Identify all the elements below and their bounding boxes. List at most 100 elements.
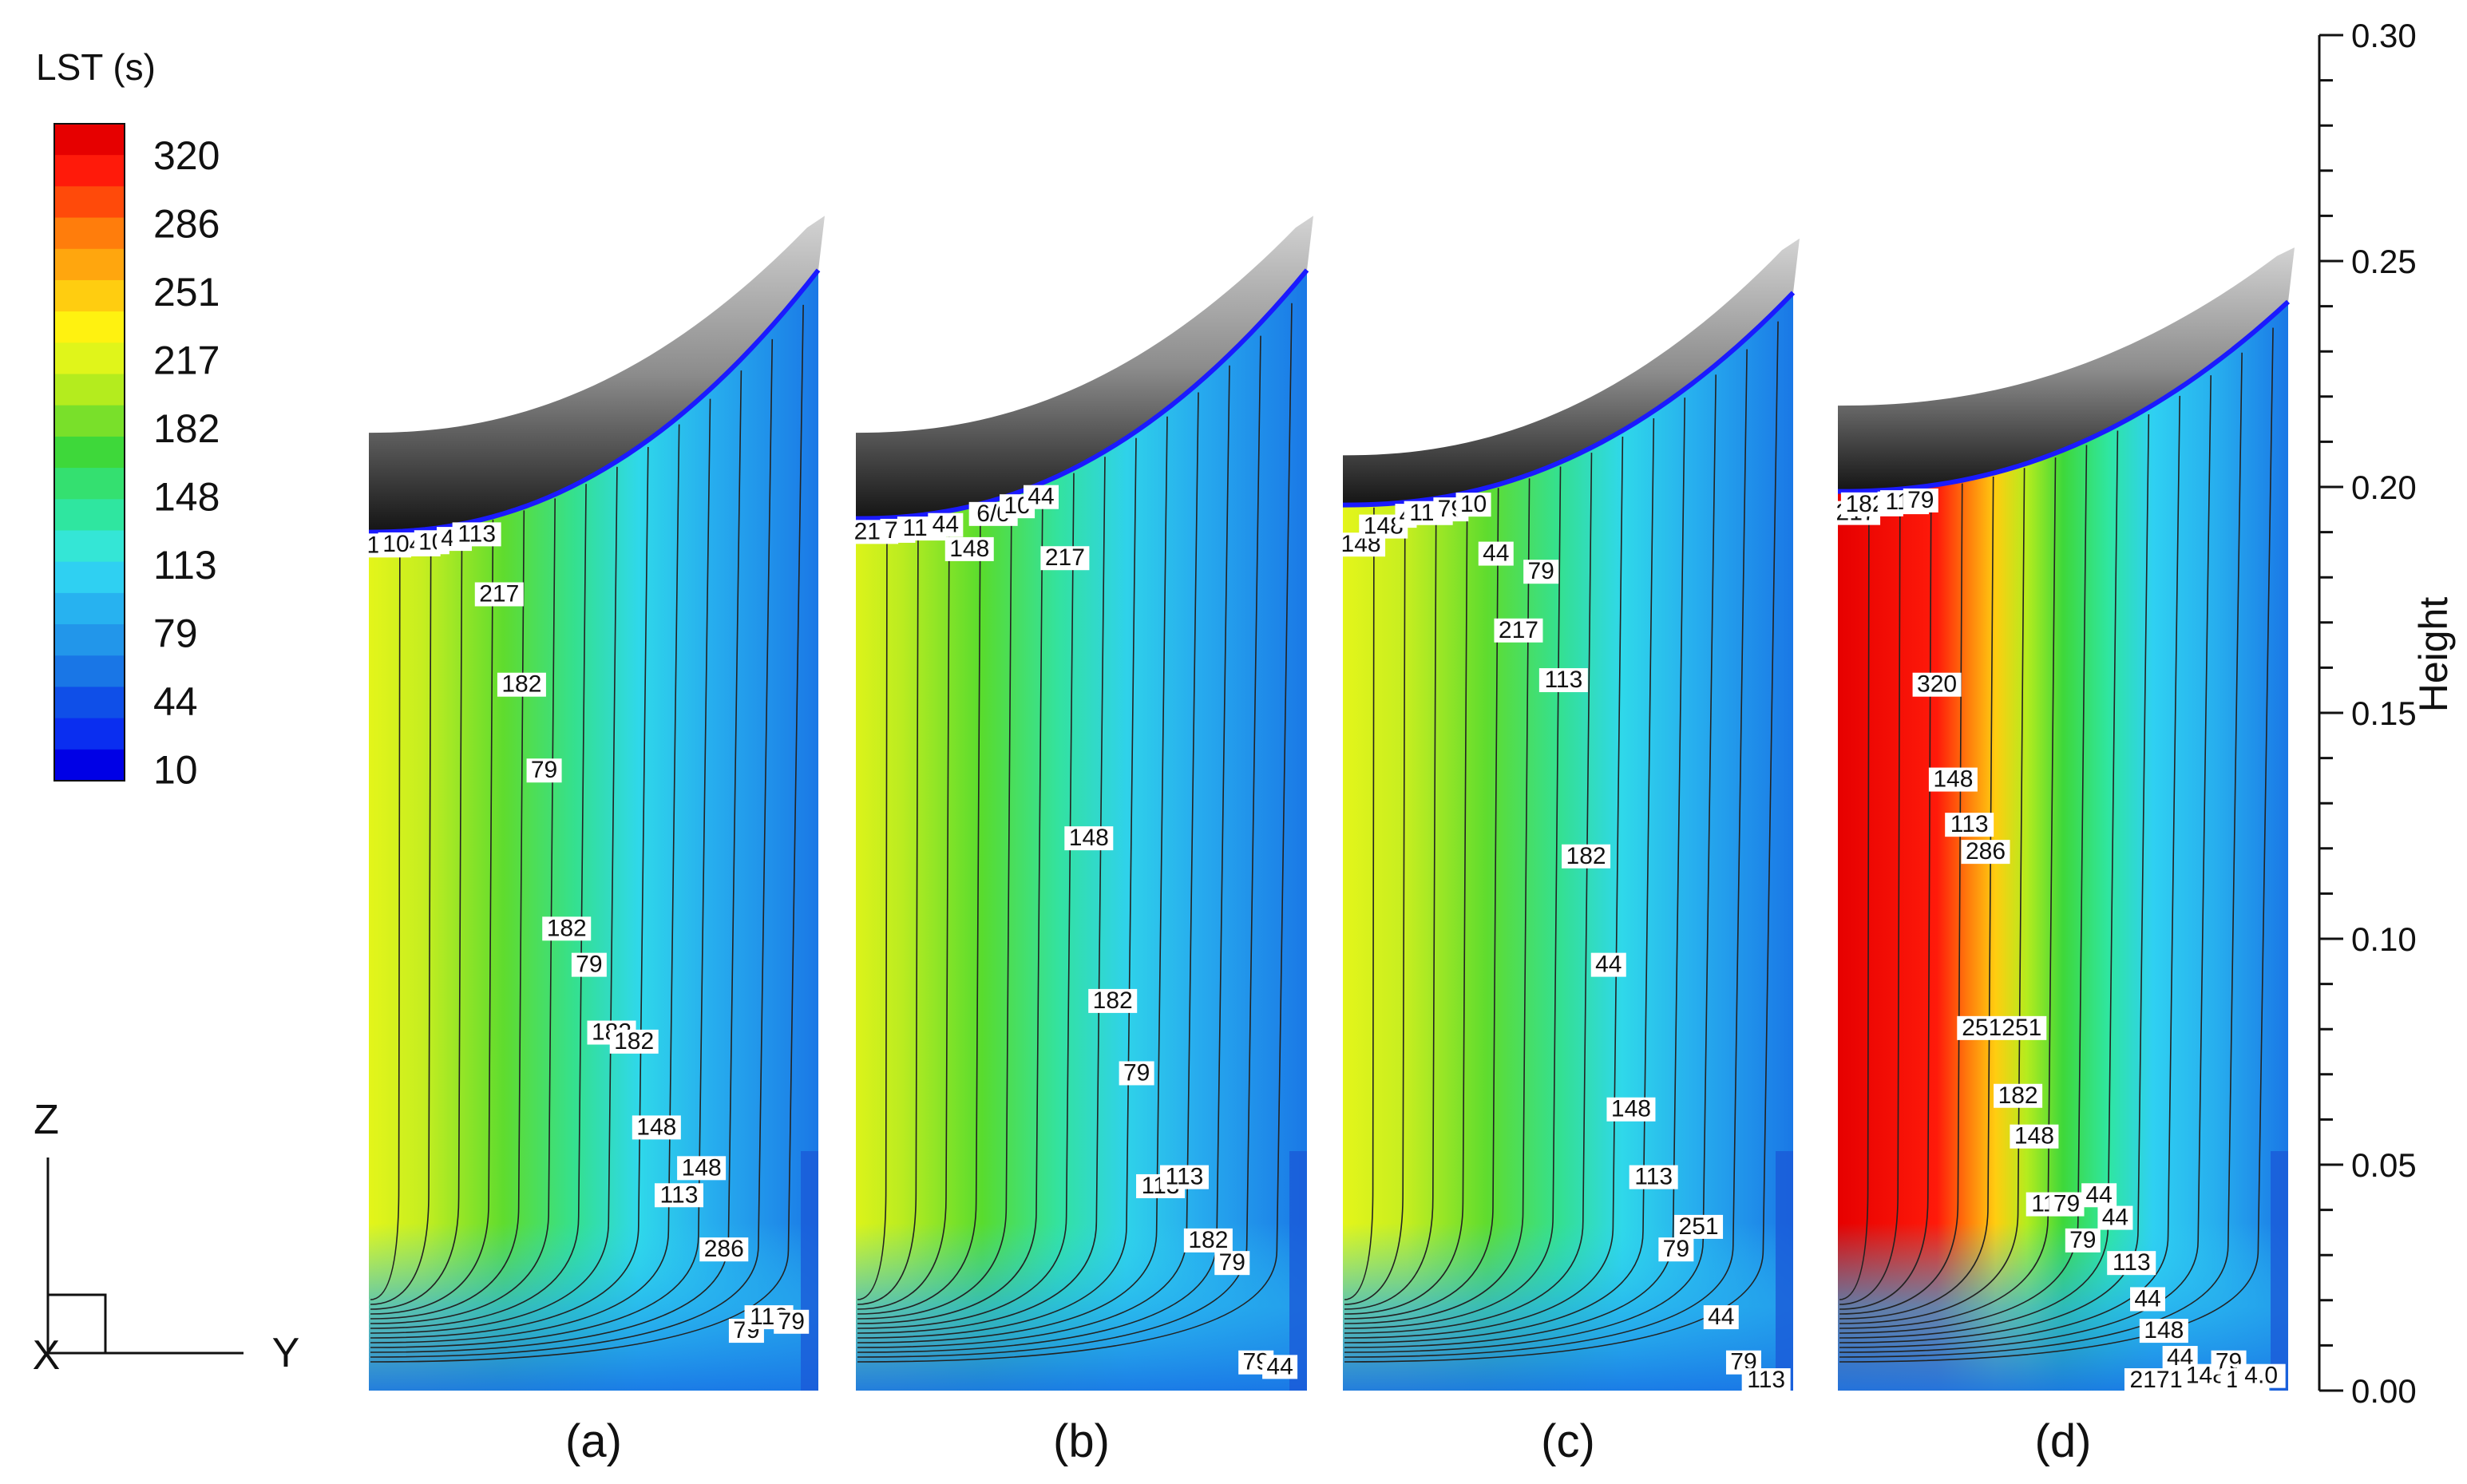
- contour-label: 44: [2162, 1344, 2198, 1371]
- contour-label: 148: [677, 1154, 727, 1181]
- legend-swatch: [54, 561, 125, 594]
- contour-line: [1839, 352, 2243, 1358]
- contour-label-text: 113: [1747, 1367, 1785, 1393]
- coordinate-triad: Z Y X: [33, 1097, 300, 1379]
- legend-swatches: [53, 123, 125, 782]
- contour-label-box: [1590, 952, 1626, 977]
- legend-swatch: [54, 499, 125, 531]
- legend-swatch: [54, 624, 125, 656]
- contour-label-text: 182: [547, 915, 587, 941]
- corner-region: [1776, 1151, 1793, 1391]
- contour-field: [1838, 301, 2288, 1391]
- contour-line: [370, 510, 525, 1320]
- legend-swatch: [54, 718, 125, 750]
- legend-swatch: [54, 592, 125, 625]
- x-axis-label: X: [33, 1332, 61, 1379]
- contour-label-box: [1455, 493, 1491, 517]
- contour-label-box: [526, 758, 562, 783]
- contour-label-box: [2097, 1205, 2133, 1230]
- contour-label-text: 44: [1483, 540, 1509, 567]
- contour-label-box: [1088, 988, 1138, 1013]
- contour-label-text: 44: [2085, 1181, 2112, 1208]
- colorbar-legend: LST (s) 320 286 251 217 182 148 113 79 44 10: [36, 46, 220, 793]
- contour-label-text: 44: [2134, 1285, 2160, 1312]
- contour-label-box: [2049, 1192, 2085, 1217]
- contour-label-text: 182: [1093, 987, 1133, 1014]
- contour-label: 182: [1562, 843, 1611, 869]
- contour-label: 44: [1478, 540, 1514, 567]
- panel-c: 1481484113791044217791131824414811379251…: [1336, 238, 1800, 1467]
- axis-tick-label: 0.05: [2351, 1146, 2417, 1184]
- height-axis: 0.30 0.25 0.20 0.15 0.10 0.05 0.00 Height: [2318, 17, 2456, 1410]
- contour-line: [857, 520, 888, 1300]
- contour-label-box: [474, 582, 524, 607]
- contour-label-box: [1703, 1305, 1739, 1330]
- contour-label-box: [609, 1029, 659, 1054]
- contour-line: [857, 457, 1106, 1334]
- contour-line: [1839, 430, 2119, 1339]
- contour-label-text: 113: [457, 520, 496, 547]
- contour-label: 44: [928, 512, 964, 538]
- contour-line: [370, 484, 587, 1329]
- contour-label-box: [1658, 1237, 1694, 1262]
- contour-label: 182: [497, 671, 546, 698]
- legend-label: 217: [153, 338, 220, 383]
- wall-surface: [369, 216, 825, 532]
- contour-label: 148: [2139, 1317, 2188, 1344]
- contour-line: [1839, 483, 1963, 1315]
- contour-label-text: 44: [2102, 1205, 2128, 1231]
- contour-label: 113: [1629, 1164, 1678, 1190]
- contour-line: [1839, 492, 1901, 1305]
- axis-tick-label: 0.20: [2351, 469, 2417, 506]
- contour-label-text: 113: [2113, 1249, 2151, 1276]
- contour-label-box: [1994, 1083, 2043, 1108]
- contour-label-text: 320: [1917, 671, 1957, 698]
- contour-label-text: 44: [1028, 484, 1054, 510]
- panel-caption: (b): [1053, 1415, 1110, 1467]
- contour-label-box: [2107, 1251, 2156, 1276]
- legend-swatch: [54, 155, 125, 187]
- contour-line: [857, 486, 1043, 1324]
- contour-label-text: 79: [1663, 1236, 1689, 1262]
- legend-label: 320: [153, 133, 220, 178]
- contour-line: [857, 473, 1075, 1329]
- contour-line: [370, 370, 742, 1353]
- z-axis-label: Z: [34, 1097, 59, 1143]
- contour-line: [1344, 436, 1624, 1339]
- contour-line: [370, 527, 463, 1310]
- panel-b: 21779113441486/0104421714818279113113182…: [849, 216, 1313, 1467]
- contour-line: [857, 507, 981, 1315]
- contour-line: [370, 338, 774, 1358]
- axis-tick-label: 0.10: [2351, 920, 2417, 958]
- contour-label-box: [1961, 840, 2010, 865]
- contour-label-box: [1538, 668, 1588, 693]
- panel-caption: (a): [565, 1415, 622, 1467]
- contour-label-box: [2065, 1228, 2101, 1252]
- contour-label-box: [1912, 672, 1962, 697]
- legend-swatch: [54, 311, 125, 343]
- contour-label: 182: [1088, 987, 1138, 1014]
- wall-edge: [1342, 291, 1796, 508]
- contour-label: 10: [1455, 491, 1491, 517]
- wall-surface: [1343, 238, 1800, 505]
- contour-label-box: [542, 916, 592, 941]
- legend-label: 10: [153, 748, 198, 793]
- contour-line: [1839, 493, 1870, 1300]
- contour-line: [370, 498, 556, 1324]
- contour-line: [1839, 477, 1994, 1320]
- contour-label-text: 182: [614, 1028, 654, 1055]
- panel-a: 1481048104411321718279182791821821481131…: [362, 216, 825, 1467]
- contour-label: 79: [2065, 1227, 2101, 1253]
- contour-label-text: 79: [576, 952, 602, 978]
- contour-label: 251251: [1957, 1015, 2047, 1041]
- contour-line: [370, 532, 432, 1305]
- contour-label-box: [1674, 1214, 1724, 1239]
- legend-label: 44: [153, 679, 198, 724]
- legend-title: LST (s): [36, 46, 156, 88]
- contour-line: [857, 437, 1137, 1339]
- contour-field: [1343, 292, 1793, 1391]
- contour-label-text: 44: [1266, 1353, 1293, 1379]
- axis-tick-label: 0.30: [2351, 17, 2417, 54]
- contour-label: 217: [474, 581, 524, 607]
- contour-label-text: 4.0: [2244, 1363, 2278, 1389]
